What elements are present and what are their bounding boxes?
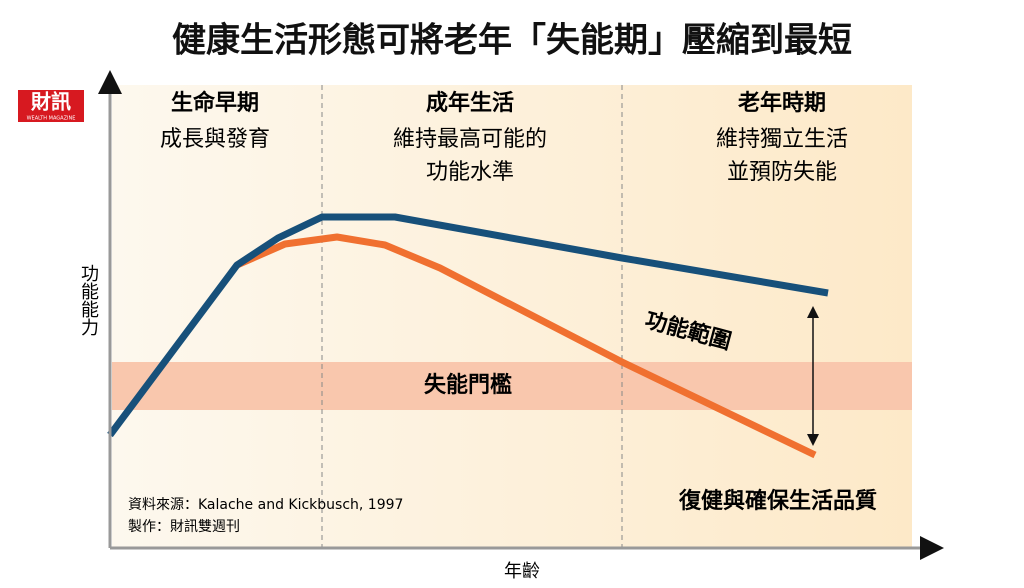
logo: 財訊 (31, 90, 71, 114)
plot-background (112, 85, 912, 547)
section-text: 並預防失能 (727, 160, 837, 185)
credit: 製作：財訊雙週刊 (128, 519, 240, 535)
section-text: 維持獨立生活 (716, 127, 848, 152)
outcome-label: 復健與確保生活品質 (678, 488, 877, 514)
section-heading: 生命早期 (171, 90, 259, 116)
logo-sub: WEALTH MAGAZINE (27, 116, 76, 122)
threshold-label: 失能門檻 (424, 372, 512, 398)
y-axis-label: 功能能力 (78, 264, 99, 336)
section-heading: 老年時期 (737, 90, 826, 116)
decline-curve (235, 233, 817, 459)
section-text: 功能水準 (426, 160, 514, 185)
x-axis-label: 年齡 (504, 561, 540, 582)
healthy-curve (107, 213, 829, 438)
logo-box (18, 90, 84, 122)
section-text: 維持最高可能的 (393, 127, 547, 152)
title: 健康生活形態可將老年「失能期」壓縮到最短 (172, 21, 852, 61)
section-heading: 成年生活 (426, 90, 514, 116)
section-text: 成長與發育 (160, 127, 270, 152)
threshold-band (112, 362, 912, 410)
source: 資料來源：Kalache and Kickbusch, 1997 (128, 497, 403, 513)
